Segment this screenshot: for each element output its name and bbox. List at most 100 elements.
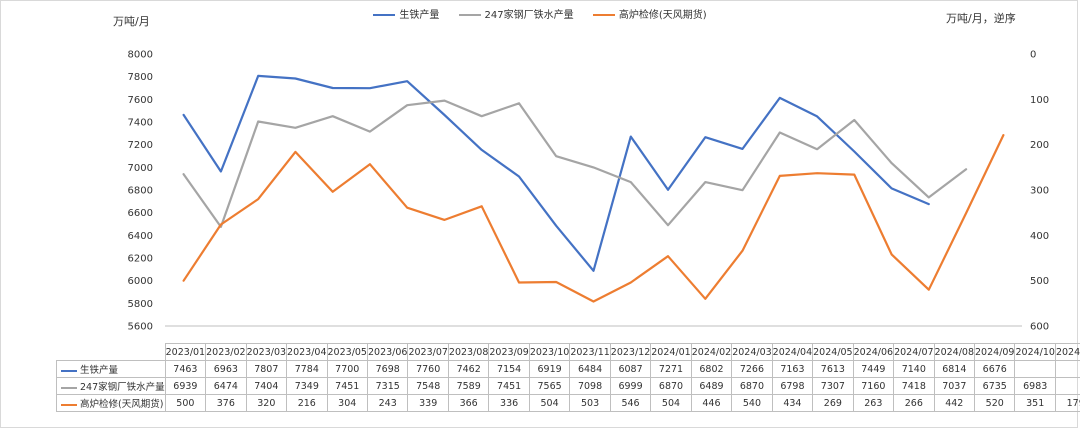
legend: 生铁产量 247家钢厂铁水产量 高炉检修(天风期货) [0,6,1080,21]
data-value-cell: 7565 [528,377,571,395]
data-value-cell: 263 [852,394,895,412]
data-value-cell: 304 [326,394,368,412]
category-label: 2024/07 [893,343,935,361]
data-value-cell: 500 [164,394,207,412]
data-value-cell: 216 [286,394,328,412]
left-axis-tick-label: 6200 [128,254,153,265]
data-value-cell: 179 [1054,394,1080,412]
data-value-cell: 320 [245,394,288,412]
data-value-cell: 7700 [326,360,368,378]
legend-item: 生铁产量 [373,6,439,21]
data-value-cell: 336 [488,394,530,412]
category-label: 2024/10 [1014,343,1056,361]
category-label: 2024/11 [1054,343,1080,361]
legend-item: 247家钢厂铁水产量 [458,6,574,21]
data-value-cell: 6798 [771,377,814,395]
category-label: 2023/03 [245,343,288,361]
data-table: 2023/01 2023/02 2023/03 2023/04 2023/05 2023/… [56,343,1080,412]
data-value-cell: 7098 [569,377,611,395]
category-label: 2024/09 [974,343,1016,361]
data-value-cell: 7462 [447,360,490,378]
data-value-cell: 351 [1014,394,1056,412]
series-row-label: 生铁产量 [80,365,119,376]
left-axis-tick-label: 6000 [128,276,153,287]
right-axis-tick-label: 500 [1030,276,1049,287]
right-axis-tick-label: 400 [1030,231,1049,242]
category-label: 2024/01 [650,343,692,361]
series-line [182,134,1005,303]
data-value-cell: 7449 [852,360,895,378]
legend-label: 生铁产量 [399,10,440,21]
data-value-cell: 6870 [650,377,692,395]
data-value-cell: 6484 [569,360,611,378]
data-value-cell: 7807 [245,360,288,378]
data-value-cell: 7613 [812,360,854,378]
data-value-cell: 269 [812,394,854,412]
data-value-cell: 7418 [893,377,935,395]
data-value-cell: 6087 [609,360,652,378]
table-corner [56,343,166,361]
data-value-cell: 503 [569,394,611,412]
series-swatch [61,403,77,406]
data-value-cell: 6919 [528,360,571,378]
data-value-cell: 6999 [609,377,652,395]
category-label: 2023/12 [609,343,652,361]
data-value-cell: 6983 [1014,377,1056,395]
data-value-cell: 6676 [974,360,1016,378]
data-value-cell [1054,360,1080,378]
category-label: 2023/11 [569,343,611,361]
category-label: 2023/10 [528,343,571,361]
category-label: 2023/04 [286,343,328,361]
left-axis-tick-label: 6600 [128,208,153,219]
data-value-cell: 7451 [326,377,368,395]
data-value-cell: 7037 [933,377,976,395]
data-value-cell: 504 [528,394,571,412]
series-swatch [61,386,77,389]
table-header-row: 2023/01 2023/02 2023/03 2023/04 2023/05 2023/… [56,343,1080,361]
left-axis-tick-label: 6400 [128,231,153,242]
data-value-cell: 376 [205,394,247,412]
right-axis-tick-label: 200 [1030,140,1049,151]
table-row: 247家钢厂铁水产量 6939 6474 7404 7349 7451 7315 7548 75… [56,377,1080,395]
data-value-cell: 339 [407,394,449,412]
data-value-cell: 6814 [933,360,976,378]
left-axis-tick-label: 7000 [128,163,153,174]
data-value-cell: 540 [731,394,773,412]
category-label: 2024/03 [731,343,773,361]
category-label: 2023/06 [366,343,409,361]
series-row-label: 247家钢厂铁水产量 [80,382,165,393]
left-axis-tick-label: 5800 [128,299,153,310]
data-value-cell: 7698 [366,360,409,378]
right-axis-tick-label: 300 [1030,186,1049,197]
data-value-cell: 6939 [164,377,207,395]
left-axis-tick-label: 5600 [128,322,153,333]
legend-swatch [458,14,481,16]
table-row: 生铁产量 7463 6963 7807 7784 7700 7698 7760 7462 7154… [56,360,1080,378]
data-value-cell: 7315 [366,377,409,395]
category-label: 2023/07 [407,343,449,361]
data-value-cell: 7463 [164,360,207,378]
left-axis-tick-label: 6800 [128,186,153,197]
legend-swatch [592,14,615,16]
table-row: 高炉检修(天风期货) 500 376 320 216 304 243 339 366 336 504… [56,394,1080,412]
left-axis-unit: 万吨/月 [113,15,150,28]
data-value-cell: 6963 [205,360,247,378]
data-value-cell: 434 [771,394,814,412]
data-value-cell: 7548 [407,377,449,395]
category-label: 2023/09 [488,343,530,361]
data-value-cell: 6870 [731,377,773,395]
series-row-header: 高炉检修(天风期货) [56,394,166,412]
category-label: 2023/01 [164,343,207,361]
category-label: 2023/05 [326,343,368,361]
data-value-cell: 7154 [488,360,530,378]
data-value-cell [1054,377,1080,395]
data-value-cell: 6735 [974,377,1016,395]
data-value-cell: 366 [447,394,490,412]
legend-swatch [373,14,396,16]
data-value-cell: 546 [609,394,652,412]
category-label: 2024/05 [812,343,854,361]
series-line [182,74,930,272]
data-value-cell: 446 [690,394,733,412]
left-axis-tick-label: 7400 [128,118,153,129]
